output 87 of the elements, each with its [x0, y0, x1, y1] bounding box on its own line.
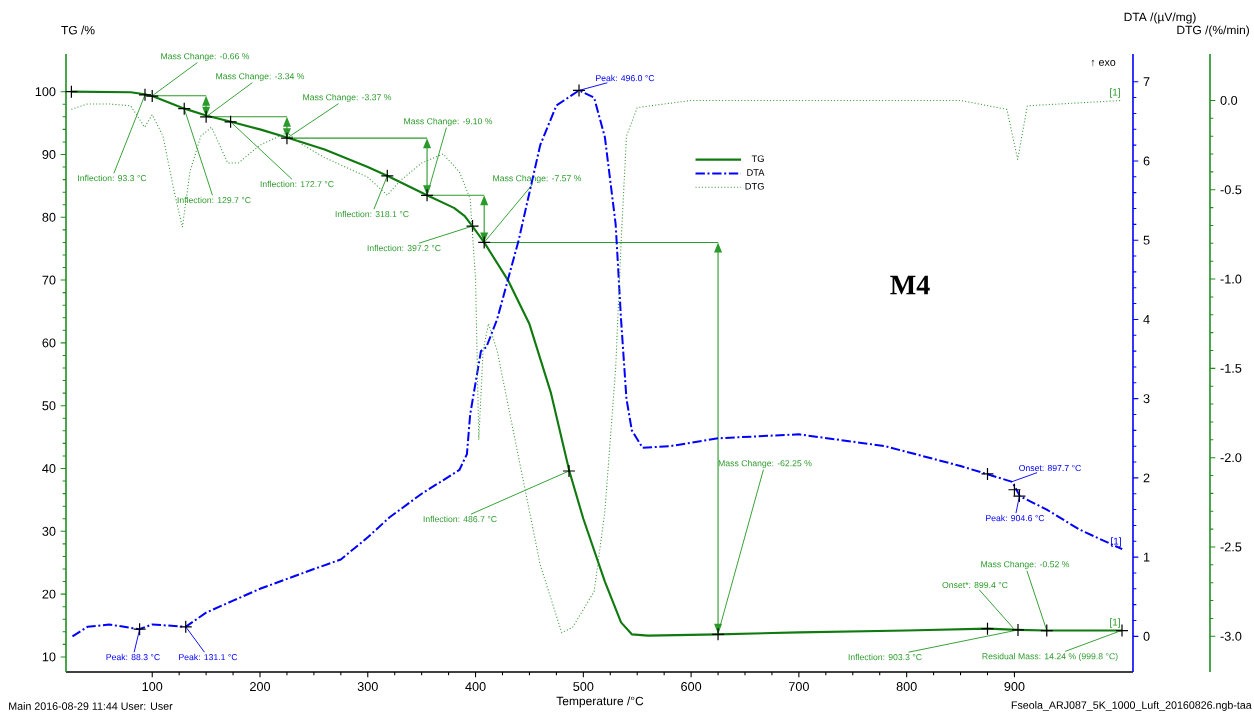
annotation: Inflection: 93.3 °C [78, 174, 147, 182]
y2-tick-label: 2 [1143, 473, 1150, 483]
y-tick-label: 10 [42, 652, 56, 662]
point [138, 88, 152, 102]
y-tick-label: 90 [42, 149, 56, 159]
y2-tick-label: 4 [1143, 315, 1150, 324]
annotation: Mass Change: -3.37 % [303, 93, 392, 103]
y3-axis-title: DTG /(%/min) [1177, 25, 1249, 37]
annotation: ↑ exo [1091, 59, 1116, 67]
y3-tick-label: -1.0 [1220, 274, 1242, 284]
y3-tick-label: 0.0 [1220, 95, 1238, 105]
y2-tick-label: 5 [1143, 235, 1150, 245]
point [133, 622, 147, 636]
legend-label: TG [751, 155, 764, 162]
y-tick-label: 20 [42, 589, 56, 599]
point [420, 188, 434, 202]
x-tick-label: 100 [142, 682, 163, 692]
text: Fseola_ARJ087_5K_1000_Luft_20160826.ngb-taa [1011, 701, 1252, 711]
x-axis-title: Temperature /°C [556, 696, 644, 708]
y2-tick-label: 3 [1143, 394, 1150, 404]
point [280, 131, 294, 145]
point [380, 169, 394, 183]
annotation: Peak: 131.1 °C [179, 653, 238, 661]
annotation: Inflection: 172.7 °C [260, 180, 334, 188]
annotation: M4 [890, 275, 930, 295]
x-tick-label: 900 [1004, 682, 1025, 692]
annotation: Mass Change: -0.52 % [981, 560, 1070, 570]
point [562, 464, 576, 478]
point [465, 219, 480, 233]
annotation: Mass Change: -9.10 % [404, 117, 493, 127]
y3-tick-label: -2.5 [1220, 542, 1242, 552]
y3-tick-label: -1.5 [1220, 363, 1242, 373]
point [980, 467, 995, 481]
annotation: Peak: 496.0 °C [596, 74, 655, 82]
annotation: Onset*: 899.4 °C [942, 581, 1008, 589]
point [179, 620, 193, 634]
annotation: Inflection: 129.7 °C [177, 196, 251, 204]
x-tick-label: 500 [573, 682, 594, 692]
annotation: [1] [1110, 618, 1120, 628]
annotation: Inflection: 397.2 °C [367, 244, 441, 252]
point [1011, 623, 1025, 637]
annotation: [1] [1110, 88, 1120, 98]
y-tick-label: 50 [42, 401, 56, 411]
annotation: Residual Mass: 14.24 % (999.8 °C) [982, 652, 1118, 662]
annotation: Peak: 88.3 °C [106, 653, 160, 661]
y-tick-label: 70 [42, 275, 56, 285]
y-tick-label: 30 [42, 526, 56, 536]
annotation: Inflection: 903.3 °C [848, 653, 922, 661]
y2-tick-label: 7 [1143, 77, 1150, 87]
text: Main 2016-08-29 11:44 User: User [9, 702, 173, 710]
y3-tick-label: -2.0 [1220, 453, 1242, 463]
y-axis-title: TG /% [61, 25, 95, 35]
y-tick-label: 80 [42, 212, 56, 222]
x-tick-label: 600 [681, 682, 702, 692]
point [1040, 623, 1054, 638]
y-tick-label: 60 [42, 338, 56, 348]
point [711, 627, 725, 641]
x-tick-label: 200 [250, 682, 271, 692]
y2-axis-title: DTA /(µV/mg) [1124, 12, 1196, 24]
legend-label: DTG [745, 183, 764, 190]
annotation: Inflection: 318.1 °C [335, 210, 409, 218]
x-tick-label: 300 [357, 682, 378, 692]
point [199, 110, 213, 124]
annotation: [1] [1111, 537, 1121, 547]
x-tick-label: 800 [896, 682, 917, 692]
legend-label: DTA [747, 169, 765, 176]
annotation: Mass Change: -0.66 % [161, 52, 250, 62]
x-tick-label: 400 [465, 682, 486, 692]
annotation: Mass Change: -3.34 % [216, 72, 305, 82]
point [223, 115, 238, 129]
y2-tick-label: 1 [1143, 552, 1150, 562]
x-tick-label: 700 [788, 682, 809, 692]
point [572, 83, 586, 98]
annotation: Peak: 904.6 °C [986, 514, 1045, 522]
y-tick-label: 40 [42, 464, 56, 473]
y3-tick-label: -0.5 [1220, 185, 1242, 195]
y3-tick-label: -3.0 [1220, 631, 1242, 641]
point [980, 622, 995, 636]
y-tick-label: 100 [35, 87, 56, 97]
point [477, 235, 491, 250]
point [177, 102, 191, 116]
annotation: Inflection: 486.7 °C [423, 515, 497, 523]
annotation: Onset: 897.7 °C [1019, 464, 1081, 472]
point [145, 89, 159, 103]
y2-tick-label: 0 [1143, 631, 1150, 641]
y2-tick-label: 6 [1143, 156, 1150, 166]
point [64, 85, 78, 99]
